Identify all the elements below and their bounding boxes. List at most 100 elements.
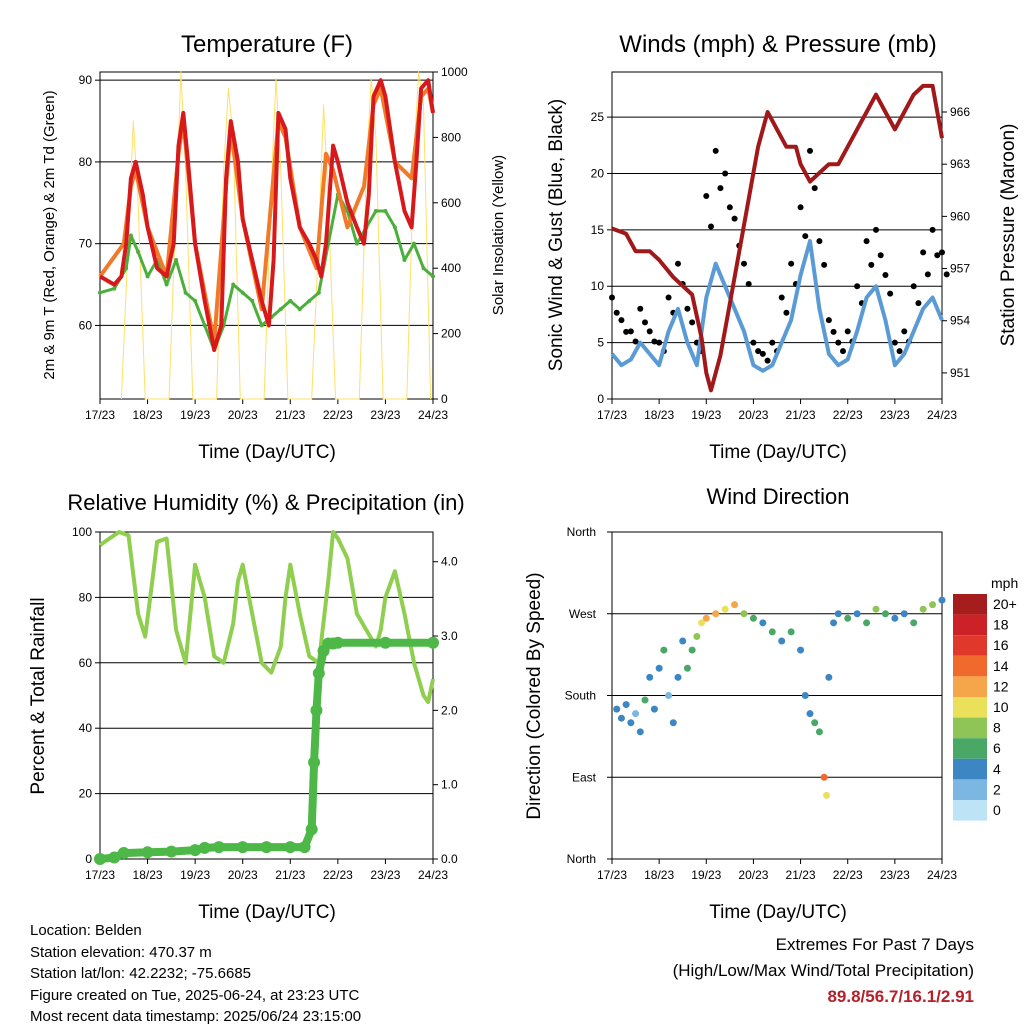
precip-point xyxy=(108,851,121,864)
precip-point xyxy=(298,841,311,854)
y-tick-label: 20 xyxy=(591,166,605,180)
rh-line xyxy=(98,530,435,704)
gust-point xyxy=(783,309,790,316)
legend-swatch xyxy=(953,738,987,759)
gust-point xyxy=(788,260,795,267)
precip-point xyxy=(305,823,318,836)
y2-tick-label: 400 xyxy=(441,261,461,275)
gust-point xyxy=(684,305,691,312)
dewpoint-point xyxy=(183,290,188,295)
precip-point xyxy=(117,847,130,860)
direction-point xyxy=(632,710,640,718)
legend-label: 2 xyxy=(993,781,1001,797)
legend-label: 12 xyxy=(993,678,1009,694)
gust-point xyxy=(802,233,809,240)
y2-tick-label: 954 xyxy=(950,314,970,328)
gust-point xyxy=(778,294,785,301)
dewpoint-point xyxy=(250,298,255,303)
gust-point xyxy=(712,147,719,154)
direction-point xyxy=(721,605,729,613)
y-tick-label: 60 xyxy=(79,318,93,332)
y-tick-label: 60 xyxy=(79,656,93,670)
y-tick-label: 5 xyxy=(597,336,604,350)
direction-point xyxy=(900,610,908,618)
legend-swatch xyxy=(953,594,987,615)
x-tick-label: 24/23 xyxy=(418,868,448,882)
x-tick-label: 18/23 xyxy=(133,408,163,422)
dewpoint-point xyxy=(98,290,102,295)
legend-swatch xyxy=(953,655,987,677)
dewpoint-point xyxy=(193,298,198,303)
dewpoint-point xyxy=(128,233,133,238)
x-tick-label: 20/23 xyxy=(228,868,258,882)
direction-point xyxy=(820,773,828,781)
direction-point xyxy=(740,610,748,618)
gust-point xyxy=(708,223,714,230)
legend-swatch xyxy=(953,800,987,821)
y2-tick-label: 800 xyxy=(441,130,461,144)
legend-swatch xyxy=(953,635,987,656)
direction-point xyxy=(674,673,682,681)
gust-point xyxy=(651,338,658,345)
gust-point xyxy=(939,249,945,256)
dewpoint-point xyxy=(307,298,312,303)
x-tick-label: 19/23 xyxy=(180,868,210,882)
y2-tick-label: 951 xyxy=(950,366,970,380)
legend-swatch xyxy=(953,717,987,739)
precip-point xyxy=(198,841,211,854)
y-tick-label: 25 xyxy=(591,110,605,124)
direction-point xyxy=(801,692,809,699)
gust-point xyxy=(642,319,648,326)
gust-point xyxy=(745,280,752,287)
direction-point xyxy=(679,637,687,645)
dewpoint-point xyxy=(354,241,359,246)
direction-point xyxy=(660,646,668,654)
y2-tick-label: 1000 xyxy=(441,65,468,79)
y-tick-label: 70 xyxy=(79,237,93,251)
station-location: Location: Belden xyxy=(30,922,142,939)
figure-created: Figure created on Tue, 2025-06-24, at 23… xyxy=(30,986,360,1004)
gust-point xyxy=(750,339,757,346)
direction-point xyxy=(731,601,739,609)
winds-xlabel: Time (Day/UTC) xyxy=(709,442,847,463)
gust-point xyxy=(811,185,818,192)
x-tick-label: 21/23 xyxy=(786,868,816,882)
legend-label: 14 xyxy=(993,658,1009,674)
precip-point xyxy=(189,844,202,857)
temperature-panel: Temperature (F) 17/23 18/23 19/23 20/23 21/2… xyxy=(41,31,507,463)
gust-point xyxy=(637,305,644,312)
gust-point xyxy=(656,339,663,346)
y-tick-label: 90 xyxy=(79,73,93,87)
gust-point xyxy=(835,339,842,346)
direction-point xyxy=(872,605,880,613)
extremes-title: Extremes For Past 7 Days xyxy=(775,935,974,954)
gust-point xyxy=(873,226,879,233)
y2-tick-label: 957 xyxy=(950,262,970,276)
gust-point xyxy=(764,357,771,364)
dewpoint-point xyxy=(316,290,321,295)
gust-point xyxy=(613,309,620,316)
dewpoint-point xyxy=(278,307,283,312)
direction-point xyxy=(825,673,833,681)
direction-point xyxy=(929,601,937,609)
direction-point xyxy=(853,610,861,618)
gust-point xyxy=(646,328,653,335)
direction-point xyxy=(712,610,720,618)
gust-point xyxy=(877,252,884,259)
precip-point xyxy=(312,667,325,680)
direction-point xyxy=(627,719,635,727)
direction-point xyxy=(665,692,673,699)
gust-point xyxy=(863,238,870,245)
gust-point xyxy=(726,204,733,211)
direction-point xyxy=(844,614,852,622)
dewpoint-point xyxy=(431,274,435,279)
y-tick-label: 40 xyxy=(79,721,93,735)
x-tick-label: 18/23 xyxy=(644,868,674,882)
y2-tick-label: 3.0 xyxy=(441,629,458,643)
direction-point xyxy=(655,664,663,672)
legend-label: 10 xyxy=(993,699,1009,715)
direction-point xyxy=(863,619,871,627)
dewpoint-point xyxy=(136,249,141,254)
dewpoint-point xyxy=(240,290,245,295)
